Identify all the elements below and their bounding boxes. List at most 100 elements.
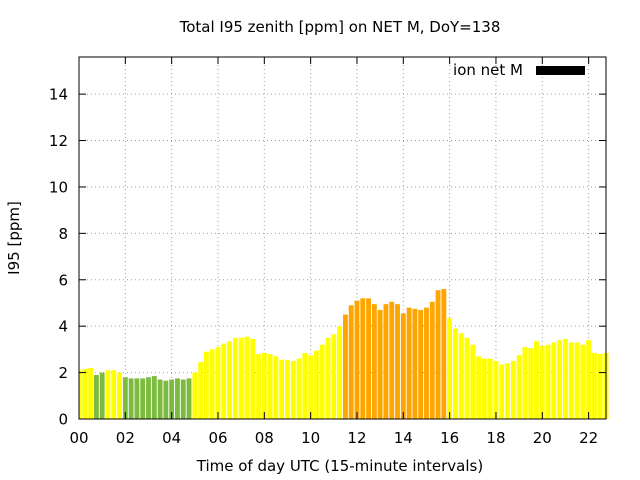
bar bbox=[331, 334, 337, 419]
legend-label: ion net M bbox=[453, 61, 523, 79]
bar bbox=[395, 304, 400, 419]
y-tick-label: 4 bbox=[58, 318, 68, 336]
bar bbox=[290, 360, 296, 419]
bar bbox=[215, 347, 221, 419]
x-axis-label: Time of day UTC (15-minute intervals) bbox=[196, 457, 483, 475]
bar bbox=[134, 378, 140, 419]
chart-title: Total I95 zenith [ppm] on NET M, DoY=138 bbox=[179, 18, 501, 36]
bar bbox=[522, 347, 528, 419]
bar bbox=[250, 338, 256, 419]
bar bbox=[325, 337, 331, 419]
bar bbox=[285, 359, 290, 419]
bar bbox=[481, 358, 487, 419]
bar bbox=[99, 372, 105, 419]
bar bbox=[122, 377, 128, 419]
bar bbox=[337, 326, 343, 419]
bar bbox=[314, 350, 319, 419]
bar bbox=[377, 309, 383, 419]
bar bbox=[117, 372, 122, 419]
bar bbox=[354, 300, 360, 419]
y-tick-label: 0 bbox=[58, 411, 68, 429]
x-tick-label: 16 bbox=[440, 429, 459, 447]
bar bbox=[198, 362, 204, 419]
bar bbox=[389, 301, 395, 419]
bar bbox=[169, 379, 175, 419]
x-tick-label: 02 bbox=[116, 429, 135, 447]
bar bbox=[418, 309, 424, 419]
bar bbox=[296, 358, 302, 419]
bar bbox=[319, 344, 325, 419]
bar bbox=[551, 342, 557, 419]
bar bbox=[424, 307, 429, 419]
x-tick-label: 12 bbox=[347, 429, 366, 447]
bar bbox=[93, 374, 99, 419]
bar bbox=[261, 352, 267, 419]
bar bbox=[244, 336, 250, 419]
y-tick-label: 12 bbox=[49, 132, 68, 150]
y-tick-label: 10 bbox=[49, 178, 68, 196]
bar bbox=[516, 355, 522, 419]
bar bbox=[545, 344, 551, 419]
bar bbox=[82, 369, 88, 419]
bar bbox=[464, 337, 470, 419]
bar bbox=[128, 378, 134, 419]
bar bbox=[111, 370, 117, 419]
bar bbox=[186, 378, 192, 419]
bars-group bbox=[79, 289, 609, 419]
bar bbox=[510, 360, 516, 419]
y-tick-label: 6 bbox=[58, 271, 68, 289]
bar bbox=[458, 333, 464, 419]
x-tick-label: 10 bbox=[301, 429, 320, 447]
bar bbox=[429, 301, 435, 419]
bar bbox=[192, 372, 198, 419]
x-tick-label: 18 bbox=[486, 429, 505, 447]
bar bbox=[366, 298, 371, 419]
bar bbox=[342, 314, 348, 419]
bar bbox=[499, 364, 505, 419]
bar bbox=[476, 356, 482, 419]
bar bbox=[447, 318, 453, 419]
bar bbox=[140, 378, 146, 419]
bar bbox=[146, 377, 151, 419]
bar bbox=[597, 354, 603, 419]
x-tick-label: 06 bbox=[208, 429, 227, 447]
plot-frame bbox=[78, 56, 607, 420]
x-tick-label: 22 bbox=[579, 429, 598, 447]
bar bbox=[412, 308, 418, 419]
bar bbox=[227, 341, 233, 419]
x-tick-label: 00 bbox=[69, 429, 88, 447]
bar bbox=[371, 304, 377, 419]
x-tick-labels: 00 02 04 06 08 10 12 14 16 18 20 22 bbox=[69, 429, 598, 447]
legend-swatch bbox=[536, 66, 585, 75]
y-tick-label: 2 bbox=[58, 364, 68, 382]
bar bbox=[400, 313, 406, 419]
bar bbox=[157, 379, 163, 419]
bar bbox=[163, 380, 169, 419]
bar bbox=[256, 354, 261, 419]
bar bbox=[580, 344, 586, 419]
bar bbox=[279, 359, 285, 419]
bar bbox=[493, 360, 499, 419]
bar bbox=[528, 348, 534, 419]
bar bbox=[505, 363, 510, 419]
bar bbox=[383, 304, 389, 419]
axis-ticks bbox=[78, 57, 606, 420]
bar bbox=[267, 354, 273, 419]
bar bbox=[221, 343, 227, 419]
bar bbox=[308, 355, 314, 419]
x-tick-label: 20 bbox=[533, 429, 552, 447]
bar bbox=[452, 328, 458, 419]
bar bbox=[568, 342, 574, 419]
bar bbox=[574, 342, 580, 419]
bar bbox=[441, 289, 447, 419]
bar bbox=[105, 370, 111, 419]
x-tick-label: 08 bbox=[255, 429, 274, 447]
bar bbox=[273, 356, 279, 419]
bar bbox=[238, 337, 244, 419]
bar bbox=[175, 378, 180, 419]
bar bbox=[88, 367, 94, 419]
legend: ion net M bbox=[453, 61, 585, 79]
bar bbox=[539, 345, 545, 419]
y-axis-label: I95 [ppm] bbox=[5, 201, 23, 275]
y-tick-label: 8 bbox=[58, 225, 68, 243]
